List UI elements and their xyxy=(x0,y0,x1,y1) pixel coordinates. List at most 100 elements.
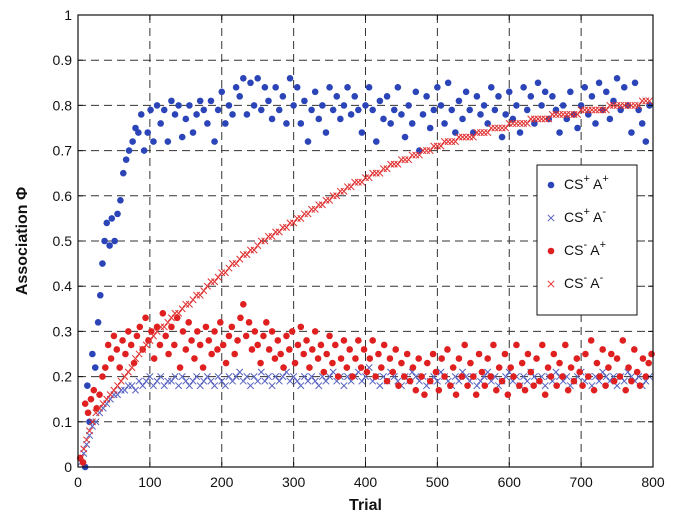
data-point xyxy=(133,332,141,340)
data-point-stroke xyxy=(588,382,596,390)
data-point xyxy=(142,377,150,385)
data-point xyxy=(248,346,256,353)
data-point-stroke xyxy=(426,147,434,155)
legend-marker xyxy=(547,181,555,189)
data-point-stroke xyxy=(185,382,193,390)
data-point-stroke xyxy=(286,377,294,385)
data-point xyxy=(605,364,612,371)
data-point xyxy=(268,115,276,123)
data-point xyxy=(229,111,236,118)
data-point xyxy=(83,436,91,444)
data-point xyxy=(444,79,452,87)
data-point xyxy=(149,332,158,340)
legend-label-main: A xyxy=(590,176,603,192)
data-point xyxy=(595,79,603,87)
data-point xyxy=(602,88,610,96)
data-point-stroke xyxy=(300,373,308,381)
data-point-stroke xyxy=(523,377,531,385)
data-point-stroke xyxy=(365,174,373,182)
data-point-stroke xyxy=(124,368,132,376)
data-point-stroke xyxy=(322,377,330,385)
legend-label-main: CS xyxy=(564,176,583,192)
data-point xyxy=(334,373,342,380)
data-point xyxy=(539,341,546,349)
data-point xyxy=(541,391,549,398)
data-point-stroke xyxy=(254,241,262,250)
data-point xyxy=(648,350,655,358)
data-point xyxy=(160,382,168,390)
data-point-stroke xyxy=(175,309,183,317)
data-point xyxy=(221,269,229,277)
data-point xyxy=(403,350,411,358)
data-point xyxy=(293,84,301,91)
data-point xyxy=(122,156,130,163)
data-point-stroke xyxy=(96,404,104,412)
data-point xyxy=(317,341,325,349)
data-point xyxy=(448,106,456,114)
data-point xyxy=(451,373,459,381)
data-point xyxy=(484,120,491,127)
data-point xyxy=(189,129,197,136)
data-point xyxy=(412,373,420,381)
data-point xyxy=(380,115,387,123)
data-point-stroke xyxy=(218,377,226,385)
x-tick-label: 600 xyxy=(498,474,522,490)
data-point xyxy=(119,337,126,344)
data-point xyxy=(383,93,391,100)
data-point-stroke xyxy=(279,373,287,381)
data-point-stroke xyxy=(85,427,94,435)
data-point xyxy=(160,106,168,114)
data-point xyxy=(308,106,315,114)
data-point xyxy=(412,386,420,394)
x-tick-label: 0 xyxy=(74,474,82,490)
data-point xyxy=(214,346,221,353)
data-point-stroke xyxy=(228,377,237,385)
data-point xyxy=(628,129,635,136)
data-point xyxy=(117,377,125,385)
data-point xyxy=(369,106,376,114)
data-point xyxy=(362,102,369,109)
data-point xyxy=(606,115,614,123)
data-point-stroke xyxy=(433,377,441,385)
legend-label-sup: + xyxy=(602,173,608,185)
data-point xyxy=(466,106,474,114)
data-point xyxy=(101,237,108,245)
data-point xyxy=(231,350,238,358)
data-point-stroke xyxy=(243,373,251,381)
data-point xyxy=(225,102,233,109)
data-point xyxy=(199,364,207,371)
data-point xyxy=(562,341,569,349)
data-point-stroke xyxy=(214,273,222,281)
data-point xyxy=(254,74,261,82)
data-point xyxy=(311,88,319,96)
data-point xyxy=(599,346,606,353)
data-point xyxy=(202,323,210,331)
data-point xyxy=(365,84,373,91)
data-point xyxy=(585,373,592,380)
data-point-stroke xyxy=(261,377,269,385)
data-point-stroke xyxy=(189,377,197,385)
data-point-stroke xyxy=(250,373,258,381)
data-point xyxy=(438,355,445,362)
data-point xyxy=(423,93,430,100)
data-point xyxy=(243,373,251,381)
data-point-stroke xyxy=(473,382,481,390)
data-point-stroke xyxy=(225,264,233,272)
data-point xyxy=(470,373,477,380)
data-point xyxy=(279,93,287,100)
data-point xyxy=(337,355,345,362)
data-point-stroke xyxy=(182,377,190,385)
data-point xyxy=(573,110,582,118)
data-point xyxy=(631,346,638,353)
data-point xyxy=(268,382,276,390)
data-point xyxy=(358,178,366,186)
data-point xyxy=(300,350,307,358)
y-tick-label: 0.2 xyxy=(53,369,73,385)
data-point xyxy=(372,138,380,145)
y-tick-label: 0.8 xyxy=(53,97,73,113)
data-point xyxy=(619,337,627,344)
data-point xyxy=(320,368,328,376)
data-point xyxy=(372,373,379,380)
data-point xyxy=(171,373,179,381)
